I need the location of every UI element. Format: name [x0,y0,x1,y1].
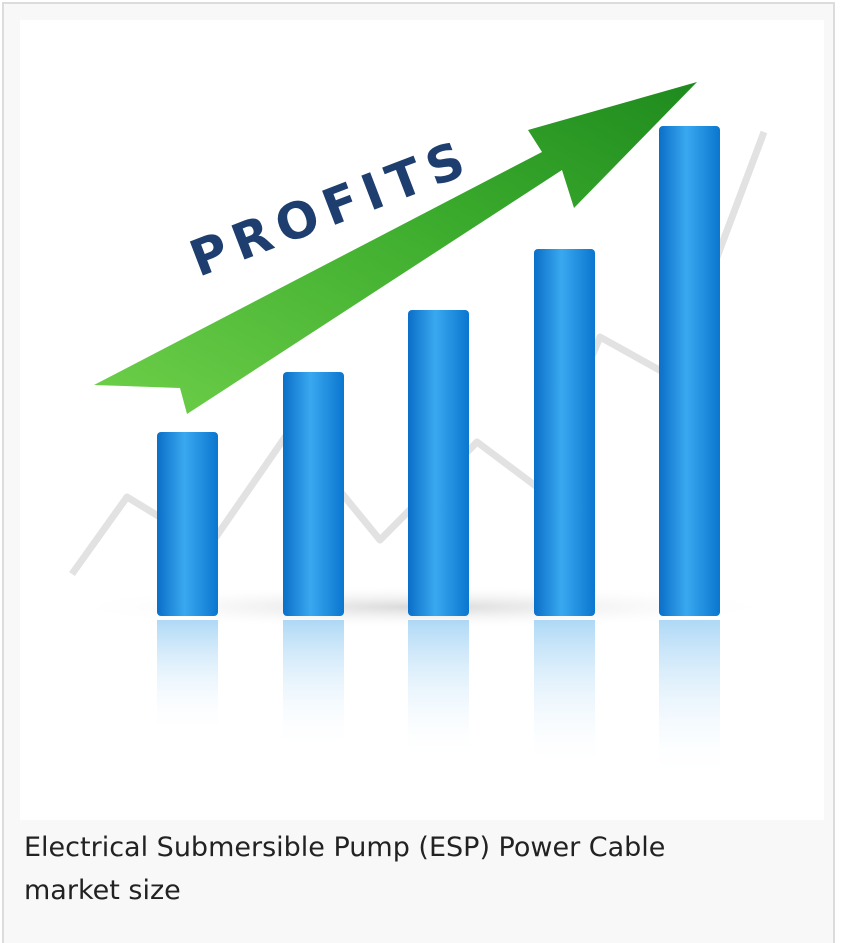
reflections [157,620,720,780]
illustration: PROFITS [20,20,824,820]
page: {"figure": {"image_text": "PROFITS", "ca… [0,0,841,943]
arrow [94,82,697,414]
figure: PROFITS Electrical Submersible Pump (ESP… [2,2,835,943]
caption: Electrical Submersible Pump (ESP) Power … [24,826,764,912]
